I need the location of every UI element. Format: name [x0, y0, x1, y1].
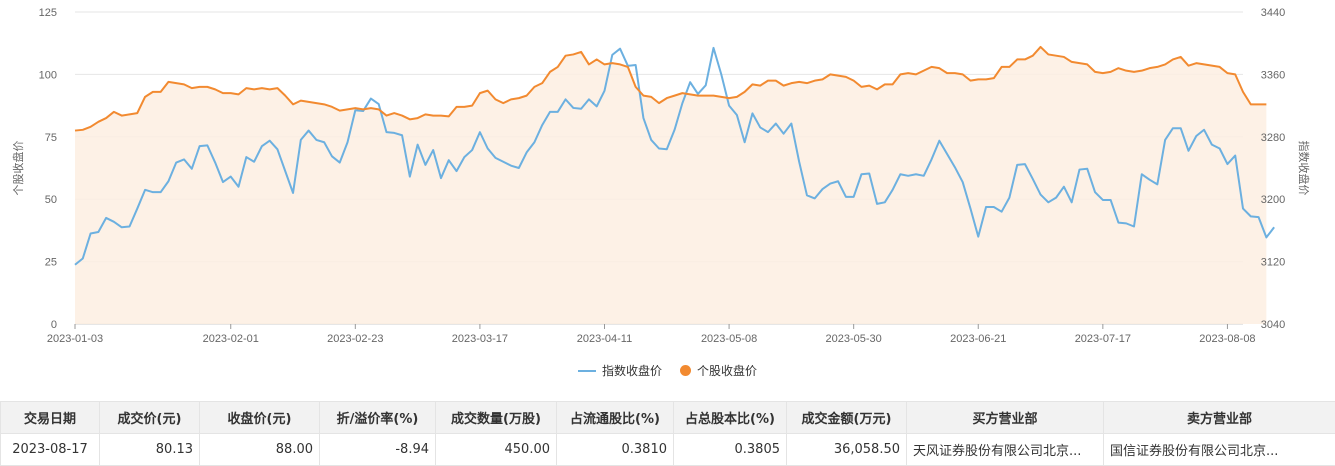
x-tick-label: 2023-02-23: [327, 333, 383, 345]
block-trade-table: 交易日期 成交价(元) 收盘价(元) 折/溢价率(%) 成交数量(万股) 占流通…: [0, 401, 1335, 466]
cell-total-ratio: 0.3805: [674, 434, 787, 466]
x-tick-label: 2023-01-03: [47, 333, 103, 345]
y-right-tick-label: 3120: [1261, 257, 1285, 269]
y-right-tick-label: 3360: [1261, 69, 1285, 81]
chart-area: 0 25 50 75 100 125 3040 3120 3200 3280 3360 3440 202…: [0, 0, 1335, 395]
cell-seller[interactable]: 国信证券股份有限公司北京...: [1104, 434, 1335, 466]
y-left-tick-label: 25: [45, 257, 57, 269]
header-volume: 成交数量(万股): [436, 402, 557, 434]
y-right-tick-label: 3280: [1261, 132, 1285, 144]
table-header-row: 交易日期 成交价(元) 收盘价(元) 折/溢价率(%) 成交数量(万股) 占流通…: [1, 402, 1335, 434]
x-tick-label: 2023-07-17: [1075, 333, 1131, 345]
line-chart: 0 25 50 75 100 125 3040 3120 3200 3280 3360 3440 202…: [0, 0, 1335, 395]
header-float-ratio: 占流通股比(%): [557, 402, 674, 434]
header-seller: 卖方营业部: [1104, 402, 1335, 434]
header-premium-rate: 折/溢价率(%): [320, 402, 436, 434]
legend-line-icon: [578, 370, 596, 372]
y-left-tick-label: 100: [39, 69, 57, 81]
header-total-ratio: 占总股本比(%): [674, 402, 787, 434]
header-buyer: 买方营业部: [907, 402, 1104, 434]
legend-label-stock: 个股收盘价: [697, 362, 757, 379]
legend-label-index: 指数收盘价: [602, 362, 662, 379]
cell-float-ratio: 0.3810: [557, 434, 674, 466]
header-trade-date: 交易日期: [1, 402, 100, 434]
cell-amount: 36,058.50: [787, 434, 907, 466]
right-axis-title: 指数收盘价: [1297, 141, 1311, 196]
cell-trade-price: 80.13: [100, 434, 200, 466]
x-tick-label: 2023-04-11: [577, 333, 632, 345]
x-tick-label: 2023-05-30: [826, 333, 882, 345]
cell-premium-rate: -8.94: [320, 434, 436, 466]
x-tick-label: 2023-03-17: [452, 333, 508, 345]
y-left-tick-label: 50: [45, 194, 57, 206]
legend-item-index[interactable]: 指数收盘价: [578, 362, 662, 379]
left-axis-title: 个股收盘价: [11, 141, 25, 196]
cell-volume: 450.00: [436, 434, 557, 466]
y-right-tick-label: 3440: [1261, 7, 1285, 19]
chart-legend: 指数收盘价 个股收盘价: [0, 362, 1335, 379]
header-amount: 成交金额(万元): [787, 402, 907, 434]
table-row: 2023-08-17 80.13 88.00 -8.94 450.00 0.38…: [1, 434, 1335, 466]
header-trade-price: 成交价(元): [100, 402, 200, 434]
y-right-tick-label: 3040: [1261, 319, 1285, 331]
cell-close-price: 88.00: [200, 434, 320, 466]
cell-trade-date: 2023-08-17: [1, 434, 100, 466]
cell-buyer[interactable]: 天风证券股份有限公司北京...: [907, 434, 1104, 466]
y-left-tick-label: 0: [51, 319, 57, 331]
x-tick-label: 2023-02-01: [203, 333, 259, 345]
y-left-tick-label: 75: [45, 132, 57, 144]
y-right-tick-label: 3200: [1261, 194, 1285, 206]
legend-item-stock[interactable]: 个股收盘价: [680, 362, 757, 379]
y-left-tick-label: 125: [39, 7, 57, 19]
x-tick-label: 2023-05-08: [701, 333, 757, 345]
x-tick-label: 2023-06-21: [950, 333, 1006, 345]
legend-dot-icon: [680, 365, 691, 376]
x-tick-label: 2023-08-08: [1199, 333, 1255, 345]
header-close-price: 收盘价(元): [200, 402, 320, 434]
